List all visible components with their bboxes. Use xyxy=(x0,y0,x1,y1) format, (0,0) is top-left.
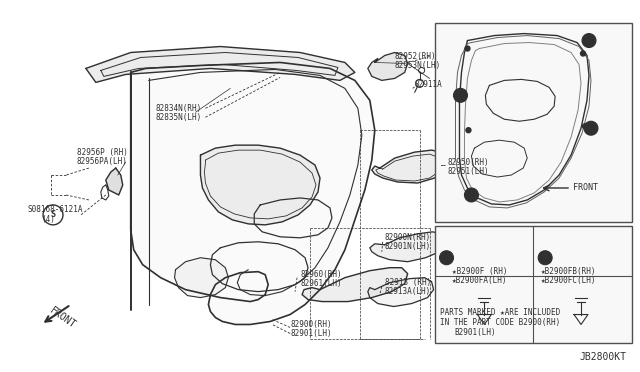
Polygon shape xyxy=(460,33,589,205)
Polygon shape xyxy=(372,150,447,183)
Text: 82900(RH): 82900(RH) xyxy=(290,320,332,329)
Text: 82913A(LH): 82913A(LH) xyxy=(385,287,431,296)
Text: 82960(RH): 82960(RH) xyxy=(300,270,342,279)
Circle shape xyxy=(454,89,467,102)
Text: 82953N(LH): 82953N(LH) xyxy=(395,61,441,70)
Circle shape xyxy=(580,51,586,56)
Polygon shape xyxy=(370,232,445,262)
Text: c: c xyxy=(589,125,593,131)
Polygon shape xyxy=(302,268,408,302)
Text: FRONT: FRONT xyxy=(573,183,598,192)
Text: 82952(RH): 82952(RH) xyxy=(395,52,436,61)
Circle shape xyxy=(538,251,552,265)
Polygon shape xyxy=(368,52,408,80)
Text: ★B2900FB(RH): ★B2900FB(RH) xyxy=(541,267,596,276)
Circle shape xyxy=(465,46,470,51)
Text: 82956PA(LH): 82956PA(LH) xyxy=(77,157,128,166)
Text: ★B2900FC(LH): ★B2900FC(LH) xyxy=(541,276,596,285)
Polygon shape xyxy=(106,168,123,195)
Text: 82913 (RH): 82913 (RH) xyxy=(385,278,431,287)
Text: 82900N(RH): 82900N(RH) xyxy=(385,233,431,242)
Text: 82951(LH): 82951(LH) xyxy=(447,167,489,176)
Text: S08168-6121A: S08168-6121A xyxy=(27,205,83,214)
Text: 82834N(RH): 82834N(RH) xyxy=(156,104,202,113)
Text: B2901(LH): B2901(LH) xyxy=(454,328,496,337)
Text: 82901N(LH): 82901N(LH) xyxy=(385,242,431,251)
Text: 82950(RH): 82950(RH) xyxy=(447,158,489,167)
Text: a: a xyxy=(444,255,449,261)
Polygon shape xyxy=(131,62,375,324)
Circle shape xyxy=(465,188,479,202)
Bar xyxy=(435,226,632,343)
Circle shape xyxy=(440,251,454,265)
Text: 82911A: 82911A xyxy=(415,80,442,89)
Text: FRONT: FRONT xyxy=(48,305,78,330)
Text: ★B2900F (RH): ★B2900F (RH) xyxy=(451,267,507,276)
Text: a: a xyxy=(458,92,463,98)
Polygon shape xyxy=(477,314,492,324)
Polygon shape xyxy=(485,79,555,121)
Text: 82956P (RH): 82956P (RH) xyxy=(77,148,128,157)
Text: 82901(LH): 82901(LH) xyxy=(290,329,332,338)
Text: 82835N(LH): 82835N(LH) xyxy=(156,113,202,122)
Polygon shape xyxy=(200,145,320,225)
Text: S: S xyxy=(51,211,56,219)
Circle shape xyxy=(584,121,598,135)
Polygon shape xyxy=(574,314,588,324)
Text: PARTS MARKED ★ARE INCLUDED: PARTS MARKED ★ARE INCLUDED xyxy=(440,308,560,317)
Text: (4): (4) xyxy=(41,215,55,224)
Circle shape xyxy=(582,33,596,48)
Text: b: b xyxy=(543,255,547,261)
Circle shape xyxy=(582,124,588,129)
Circle shape xyxy=(466,128,471,133)
Text: JB2800KT: JB2800KT xyxy=(579,352,626,362)
Text: 82961(LH): 82961(LH) xyxy=(300,279,342,288)
Bar xyxy=(435,23,632,222)
Text: a: a xyxy=(469,192,474,198)
Polygon shape xyxy=(368,278,433,307)
Polygon shape xyxy=(86,46,355,82)
Text: b: b xyxy=(587,38,591,44)
Text: ★B2900FA(LH): ★B2900FA(LH) xyxy=(451,276,507,285)
Text: IN THE PART CODE B2900(RH): IN THE PART CODE B2900(RH) xyxy=(440,318,560,327)
Polygon shape xyxy=(175,258,228,298)
